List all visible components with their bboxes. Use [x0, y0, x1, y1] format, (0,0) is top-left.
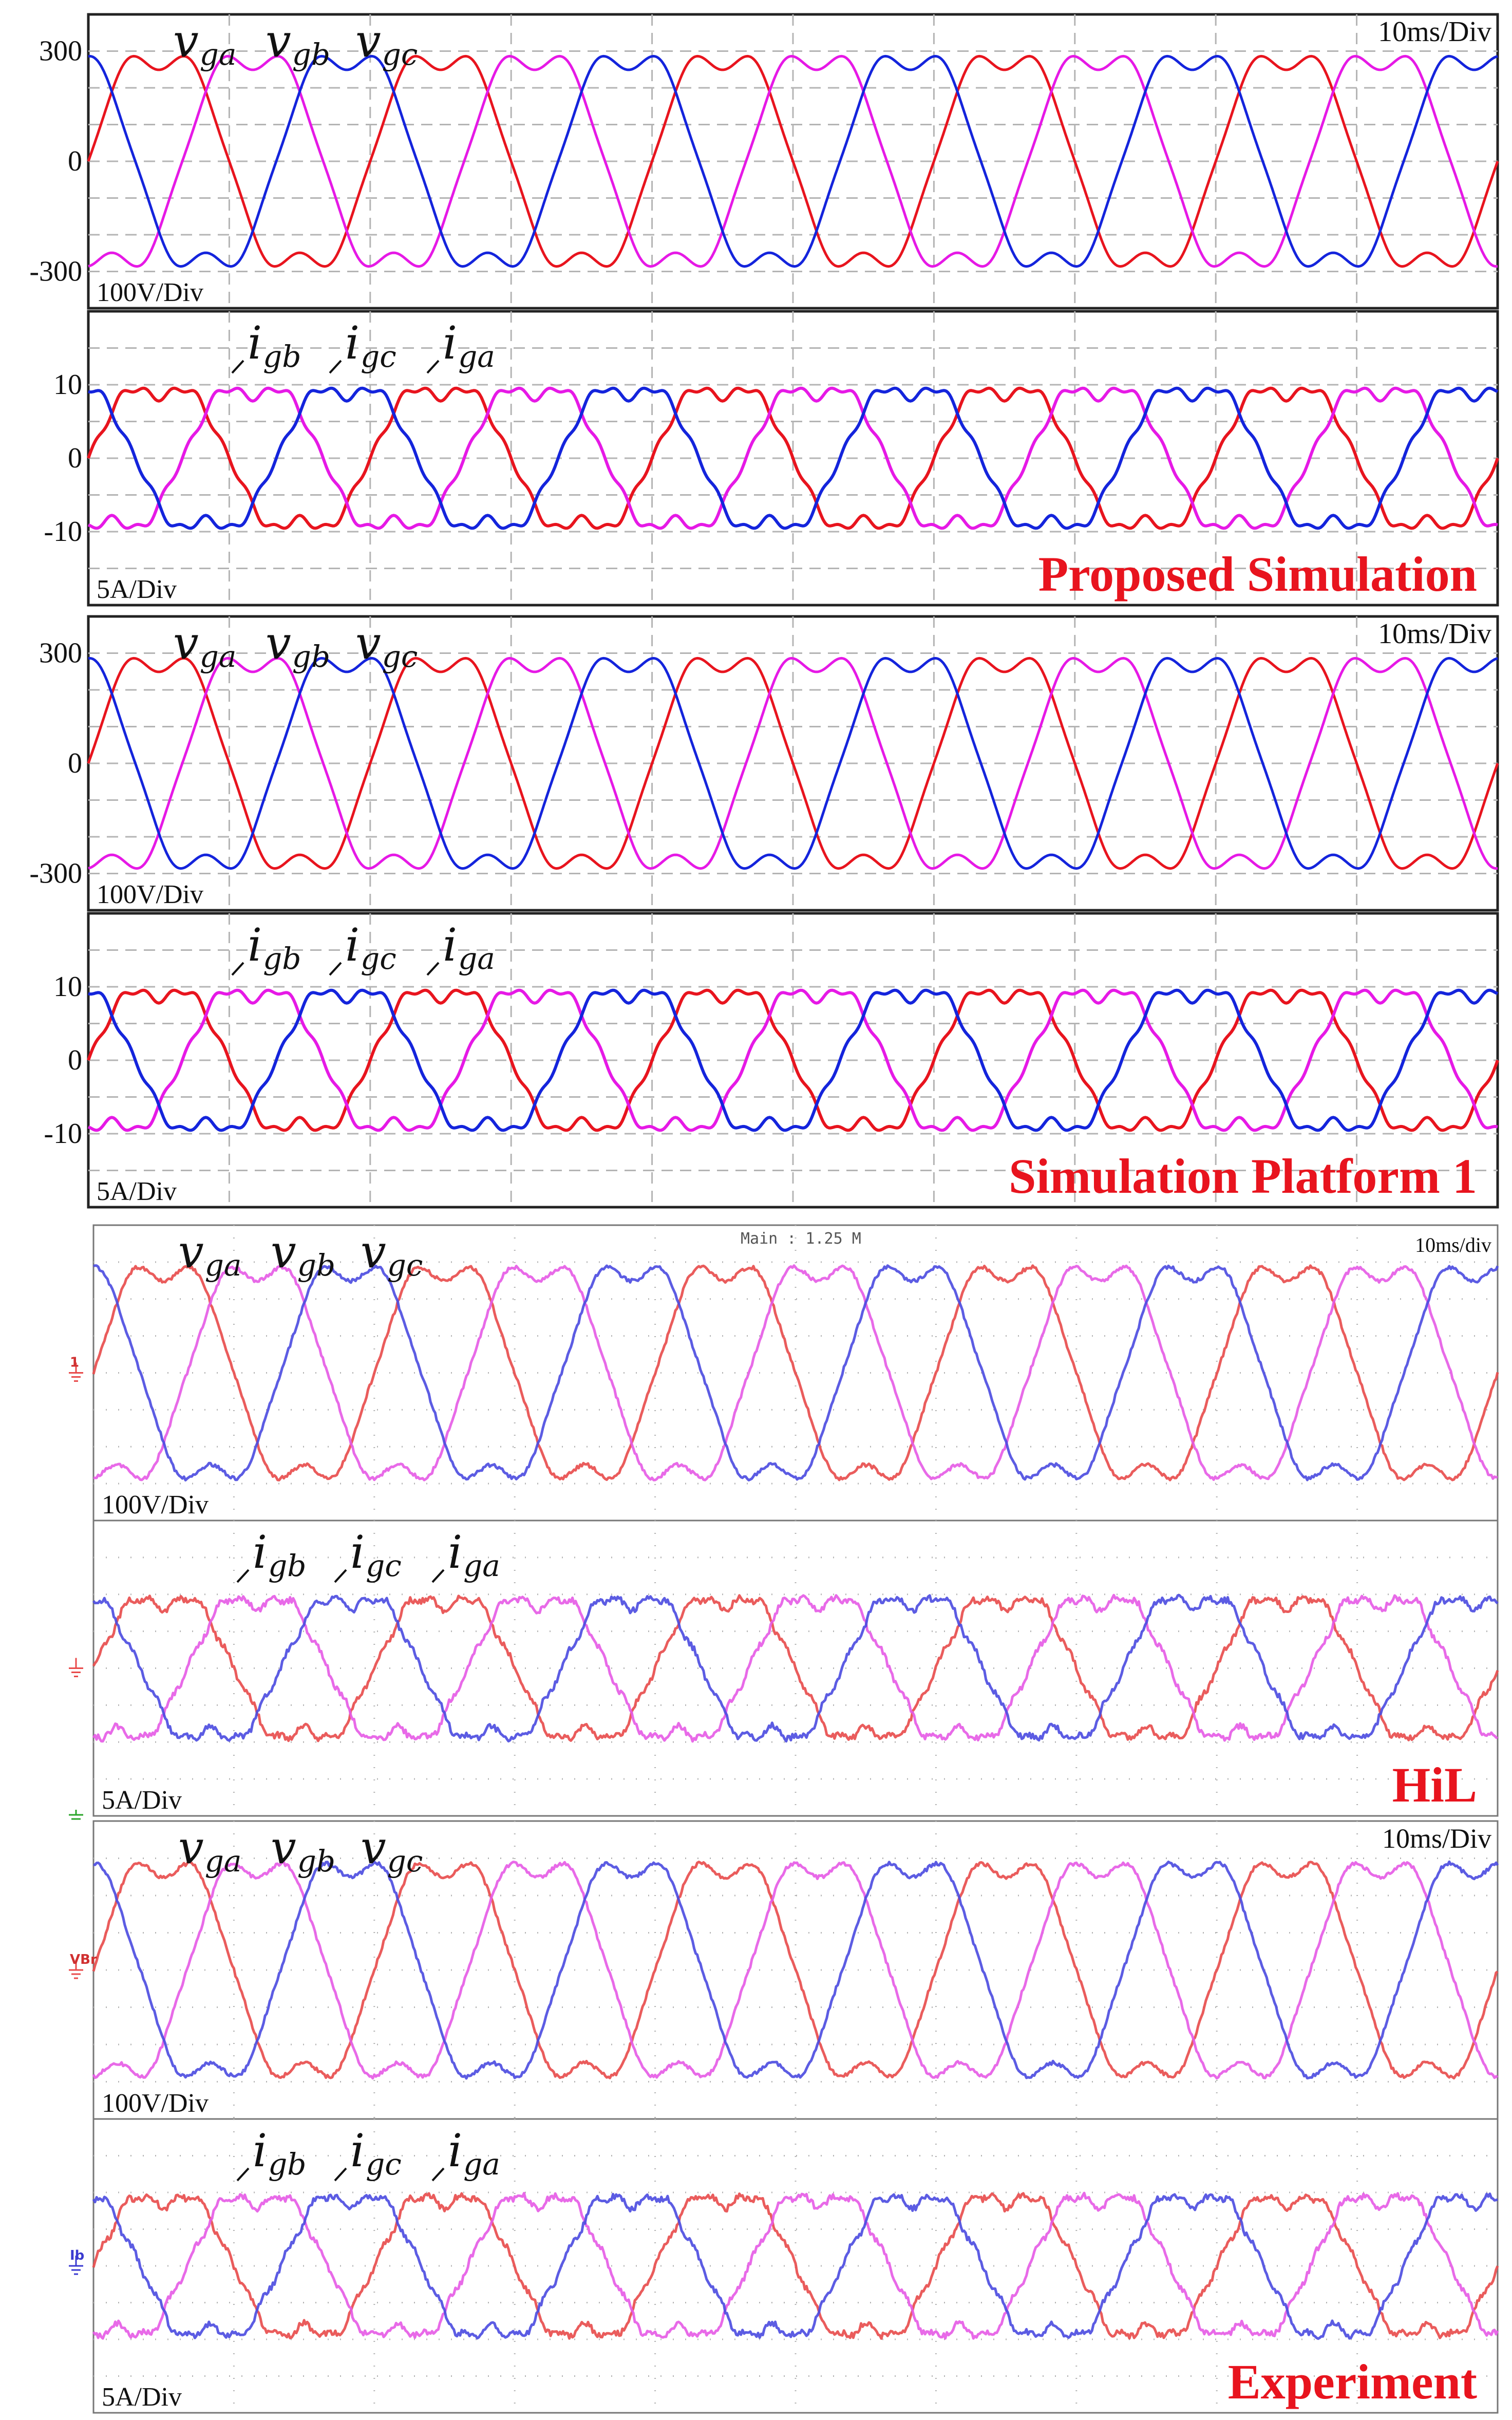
series-annotation-subscript: gb	[297, 1844, 335, 1879]
y-tick-label: 0	[68, 1044, 82, 1076]
series-annotation-subscript: gc	[382, 37, 418, 72]
series-annotation-subscript: ga	[458, 339, 495, 374]
series-annotation-subscript: gb	[268, 2147, 306, 2182]
series-annotation-symbol: i	[248, 316, 262, 369]
y-tick-label: 300	[39, 637, 82, 669]
series-annotation-symbol: i	[248, 918, 262, 971]
series-annotation-subscript: gb	[268, 1548, 306, 1583]
series-annotation-symbol: i	[253, 1526, 267, 1579]
series-annotation-symbol: v	[266, 14, 291, 67]
scale-label: 5A/Div	[97, 1177, 177, 1206]
series-annotation-symbol: i	[350, 2124, 365, 2177]
series-annotation-symbol: v	[266, 616, 291, 669]
panel-simulation-platform-1-voltage: 3000-300100V/Div10ms/Divvga vgb vgc	[29, 616, 1498, 910]
panel-title: Experiment	[1228, 2354, 1477, 2409]
series-annotation-symbol: i	[350, 1526, 365, 1579]
panel-experiment-voltage: 100V/Div10ms/DivVBrvga vgb vgc	[69, 1810, 1498, 2119]
y-tick-label: 10	[53, 971, 82, 1003]
y-tick-label: 10	[53, 369, 82, 401]
ground-marker-icon	[69, 1658, 83, 1677]
series-annotation-subscript: ga	[205, 1844, 242, 1879]
series-annotation-subscript: ga	[463, 2147, 500, 2182]
panel-title: Simulation Platform 1	[1009, 1149, 1477, 1204]
scale-label: 5A/Div	[97, 575, 177, 604]
series-annotation-subscript: ga	[200, 639, 237, 674]
panel-title: Proposed Simulation	[1038, 547, 1477, 602]
series-annotation-subscript: gb	[297, 1248, 335, 1283]
ground-marker-green-icon	[69, 1810, 83, 1819]
series-annotation-symbol: v	[361, 1225, 386, 1278]
scale-label: 5A/Div	[102, 1786, 182, 1815]
series-annotation-symbol: i	[448, 2124, 462, 2177]
panel-simulation-proposed-voltage: 3000-300100V/Div10ms/Divvga vgb vgc	[29, 14, 1498, 308]
y-tick-label: -10	[44, 516, 82, 548]
series-annotation-subscript: gc	[361, 941, 396, 976]
series-annotation-subscript: ga	[463, 1548, 500, 1583]
series-annotation-subscript: gc	[366, 1548, 402, 1583]
waveform-comparison-figure: 3000-300100V/Div10ms/Divvga vgb vgc100-105…	[0, 0, 1512, 2420]
series-annotation-symbol: i	[448, 1526, 462, 1579]
series-annotation-symbol: i	[345, 918, 360, 971]
y-tick-label: 0	[68, 747, 82, 779]
series-annotation-symbol: v	[173, 616, 199, 669]
channel-marker-label: VBr	[70, 1952, 97, 1967]
scope-header-label: Main : 1.25 M	[741, 1230, 861, 1248]
y-tick-label: -10	[44, 1118, 82, 1150]
series-annotation-subscript: gc	[382, 639, 418, 674]
series-annotation-symbol: i	[443, 316, 457, 369]
y-tick-label: -300	[29, 256, 82, 288]
series-annotation-subscript: ga	[205, 1248, 242, 1283]
scale-label: 5A/Div	[102, 2383, 182, 2412]
channel-marker-label: 1	[70, 1355, 79, 1371]
series-annotation-subscript: gb	[292, 37, 330, 72]
time-per-div-label: 10ms/div	[1415, 1233, 1491, 1256]
series-annotation-subscript: gc	[387, 1248, 423, 1283]
series-annotation-subscript: gc	[387, 1844, 423, 1879]
series-annotation-subscript: gb	[292, 639, 330, 674]
series-annotation-symbol: v	[271, 1821, 296, 1874]
series-annotation-subscript: ga	[200, 37, 237, 72]
y-tick-label: 0	[68, 145, 82, 177]
series-annotation-subscript: ga	[458, 941, 495, 976]
y-tick-label: 0	[68, 442, 82, 474]
series-annotation-subscript: gc	[366, 2147, 402, 2182]
scale-label: 100V/Div	[102, 1490, 209, 1519]
series-annotation-symbol: v	[173, 14, 199, 67]
panel-simulation-platform-1-current: 100-105A/Divigb igc igaSimulation Platform…	[44, 913, 1498, 1207]
panel-title: HiL	[1392, 1757, 1477, 1812]
scale-label: 100V/Div	[102, 2089, 209, 2118]
series-annotation-symbol: v	[271, 1225, 296, 1278]
y-tick-label: -300	[29, 858, 82, 890]
panel-simulation-proposed-current: 100-105A/Divigb igc igaProposed Simulation	[44, 311, 1498, 605]
series-annotation-symbol: v	[361, 1821, 386, 1874]
series-annotation-symbol: v	[355, 14, 381, 67]
series-annotation-symbol: i	[253, 2124, 267, 2177]
time-per-div-label: 10ms/Div	[1378, 16, 1491, 48]
series-annotation-symbol: v	[178, 1821, 204, 1874]
panel-hil-current: 5A/Divigb igc igaHiL	[69, 1521, 1498, 1816]
series-annotation-symbol: i	[443, 918, 457, 971]
series-annotation-subscript: gb	[263, 339, 301, 374]
channel-marker-label: Ib	[70, 2248, 84, 2263]
scale-label: 100V/Div	[97, 278, 203, 307]
series-annotation-symbol: i	[345, 316, 360, 369]
series-annotation-subscript: gc	[361, 339, 396, 374]
series-annotation-subscript: gb	[263, 941, 301, 976]
panel-hil-voltage: 100V/Div10ms/divMain : 1.25 M1vga vgb vgc	[69, 1225, 1498, 1521]
series-annotation-symbol: v	[355, 616, 381, 669]
scale-label: 100V/Div	[97, 880, 203, 909]
series-annotation-symbol: v	[178, 1225, 204, 1278]
time-per-div-label: 10ms/Div	[1382, 1823, 1491, 1854]
time-per-div-label: 10ms/Div	[1378, 618, 1491, 650]
panel-experiment-current: 5A/DivIbigb igc igaExperiment	[69, 2119, 1498, 2413]
y-tick-label: 300	[39, 35, 82, 67]
